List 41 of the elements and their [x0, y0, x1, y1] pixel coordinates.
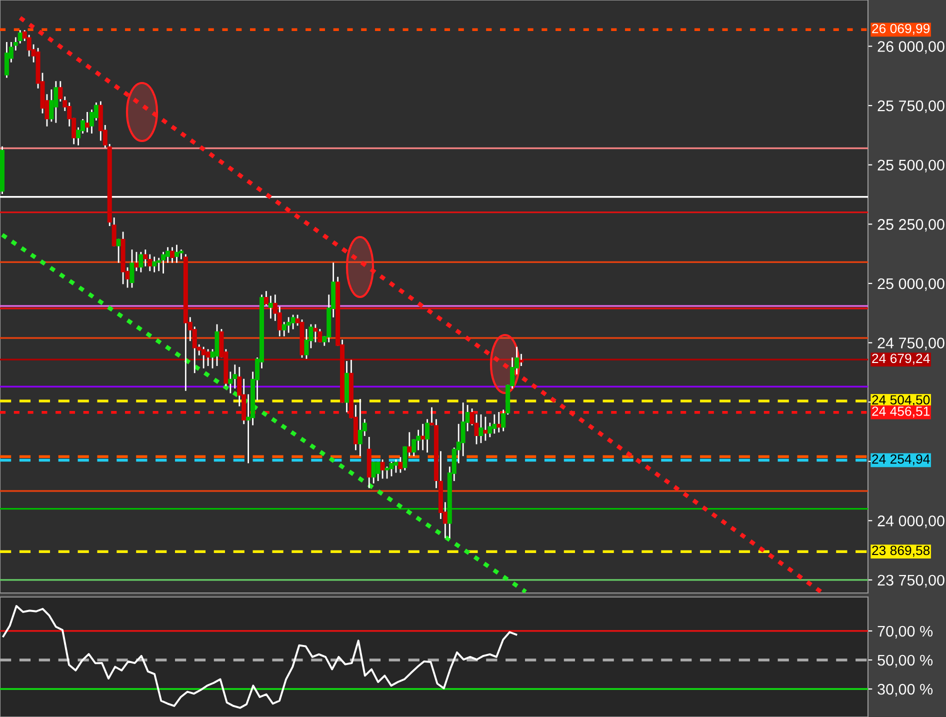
- ref-line-label: 24 504,50: [872, 395, 930, 406]
- candlestick: [214, 324, 220, 366]
- ref-line-label: 24 679,24: [872, 354, 930, 365]
- y-tick-label: 30,00 %: [878, 684, 933, 696]
- candlestick: [425, 419, 430, 453]
- candlestick: [134, 252, 139, 272]
- candlestick: [518, 354, 524, 366]
- y-tick-label: 25 250,00: [878, 219, 944, 232]
- line-series: [2, 605, 518, 709]
- y-tick-label: 24 750,00: [878, 338, 944, 350]
- candlestick: [376, 462, 380, 482]
- ref-line-label: 26 069,99: [872, 24, 930, 35]
- candlestick: [170, 247, 175, 263]
- candlestick: [398, 457, 403, 473]
- ref-line-label: 24 254,94: [872, 454, 930, 466]
- y-tick-label: 26 000,00: [878, 41, 944, 54]
- candlestick: [206, 349, 210, 366]
- candlestick: [116, 238, 121, 263]
- y-tick-label: 25 500,00: [878, 160, 944, 172]
- candlestick: [138, 252, 144, 272]
- ref-line-label: 23 869,58: [872, 546, 930, 557]
- y-tick-label: 23 750,00: [878, 574, 944, 588]
- y-tick-label: 25 750,00: [878, 100, 944, 114]
- ref-line-label: 24 456,51: [872, 406, 930, 418]
- candlestick: [380, 459, 385, 479]
- candlestick: [389, 462, 394, 476]
- candlestick: [478, 414, 484, 444]
- candlestick: [496, 412, 502, 432]
- y-tick-label: 70,00 %: [878, 626, 933, 638]
- candlestick: [152, 256, 157, 272]
- candlestick: [304, 329, 309, 359]
- candlestick: [420, 424, 426, 450]
- y-tick-label: 24 000,00: [878, 516, 944, 528]
- candlestick: [313, 324, 318, 342]
- candlestick: [130, 250, 134, 288]
- candlestick: [407, 432, 412, 456]
- y-tick-label: 50,00 %: [878, 654, 933, 668]
- candlestick: [483, 416, 488, 441]
- y-tick-label: 25 000,00: [878, 278, 944, 291]
- candlestick: [84, 112, 90, 132]
- candlestick: [290, 314, 296, 330]
